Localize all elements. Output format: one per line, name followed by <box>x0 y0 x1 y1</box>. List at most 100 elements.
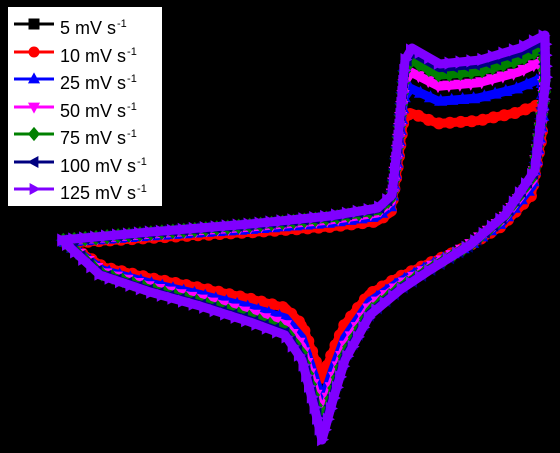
legend-label-text: 25 mV s <box>60 73 127 93</box>
series-marker <box>431 81 445 94</box>
series-marker <box>453 65 467 81</box>
series-marker <box>443 141 456 153</box>
series-marker <box>532 147 545 161</box>
series-marker <box>495 212 508 226</box>
series-marker <box>442 80 456 93</box>
series-marker <box>423 90 438 103</box>
series-marker <box>519 39 532 53</box>
series-marker <box>396 282 409 296</box>
legend-item: 25 mV s-1 <box>8 66 162 94</box>
series-marker <box>433 56 446 70</box>
series-marker <box>521 177 533 191</box>
series-marker <box>413 85 428 98</box>
series-marker <box>332 380 344 394</box>
series-marker <box>167 291 180 305</box>
legend: 5 mV s-1 10 mV s-1 25 mV s-1 50 mV s -1 75 mV… <box>8 7 162 206</box>
series-marker <box>520 77 534 90</box>
series-marker <box>232 218 245 232</box>
series-marker <box>488 86 502 99</box>
series-marker <box>312 411 325 425</box>
series-marker <box>541 70 554 84</box>
series-marker <box>415 270 427 284</box>
series-marker <box>464 78 478 91</box>
legend-item: 5 mV s-1 <box>8 11 162 39</box>
series-marker <box>538 92 551 106</box>
series-marker <box>527 60 541 73</box>
series-marker <box>432 117 445 130</box>
series-marker <box>411 135 424 148</box>
series-marker <box>388 289 401 303</box>
series-marker <box>530 158 543 172</box>
series-marker <box>454 115 467 128</box>
series-marker <box>431 66 446 83</box>
legend-label-text: 50 mV s <box>60 100 127 121</box>
series-marker <box>422 113 435 126</box>
series-marker <box>251 317 264 331</box>
series-marker <box>434 93 448 106</box>
series-marker <box>388 173 401 187</box>
series-marker <box>352 204 365 218</box>
series-marker <box>301 369 314 383</box>
series-marker <box>432 141 445 154</box>
series-marker <box>396 96 409 110</box>
legend-item: 100 mV s-1 <box>8 149 162 177</box>
series-marker <box>353 330 365 344</box>
series-marker <box>487 111 500 124</box>
series-marker <box>392 140 405 154</box>
legend-label: 75 mV s-1 <box>60 123 137 149</box>
series-marker <box>328 391 341 405</box>
series-marker <box>398 74 411 88</box>
series-marker <box>414 45 427 59</box>
series-marker <box>241 314 254 328</box>
series-marker <box>390 162 402 176</box>
series-marker <box>382 193 395 207</box>
series-marker <box>540 37 553 51</box>
legend-swatch <box>14 155 54 168</box>
series-marker <box>391 151 404 165</box>
series-marker <box>498 46 511 60</box>
legend-label-text: 100 mV s <box>60 155 137 176</box>
series-marker <box>347 340 360 354</box>
series-marker <box>320 423 332 437</box>
series-marker <box>509 107 521 119</box>
series-marker <box>261 321 274 335</box>
series-marker <box>476 113 489 126</box>
series-markers-6 <box>57 29 554 447</box>
series-marker <box>125 278 138 292</box>
series-marker <box>464 64 478 80</box>
series-marker <box>470 234 483 248</box>
legend-label: 10 mV s-1 <box>60 41 137 67</box>
legend-swatch <box>14 18 54 30</box>
legend-swatch <box>14 102 54 114</box>
legend-swatch <box>14 182 54 196</box>
series-marker <box>424 264 437 278</box>
series-marker <box>387 184 400 198</box>
series-marker <box>540 48 553 62</box>
legend-label-superscript: -1 <box>137 155 147 168</box>
series-marker <box>358 320 371 334</box>
series-marker <box>456 92 470 104</box>
series-marker <box>394 118 407 132</box>
series-marker <box>266 287 278 300</box>
series-marker <box>421 138 434 151</box>
legend-label-text: 125 mV s <box>60 183 137 203</box>
series-marker <box>498 109 511 122</box>
series-marker <box>514 186 527 200</box>
series-marker <box>304 379 316 393</box>
series-marker <box>287 213 300 227</box>
series-marker <box>443 116 456 129</box>
series-marker <box>422 61 436 78</box>
series-marker <box>519 103 532 116</box>
series-marker <box>309 211 322 225</box>
series-marker <box>536 114 549 128</box>
series-marker <box>309 400 322 415</box>
legend-label: 25 mV s-1 <box>60 68 137 94</box>
series-marker <box>393 129 406 143</box>
series-marker <box>188 221 201 236</box>
series-marker <box>78 252 91 266</box>
series-marker <box>287 339 300 353</box>
legend-label: 100 mV s-1 <box>60 151 147 177</box>
series-marker <box>70 245 83 259</box>
series-marker <box>478 226 491 241</box>
